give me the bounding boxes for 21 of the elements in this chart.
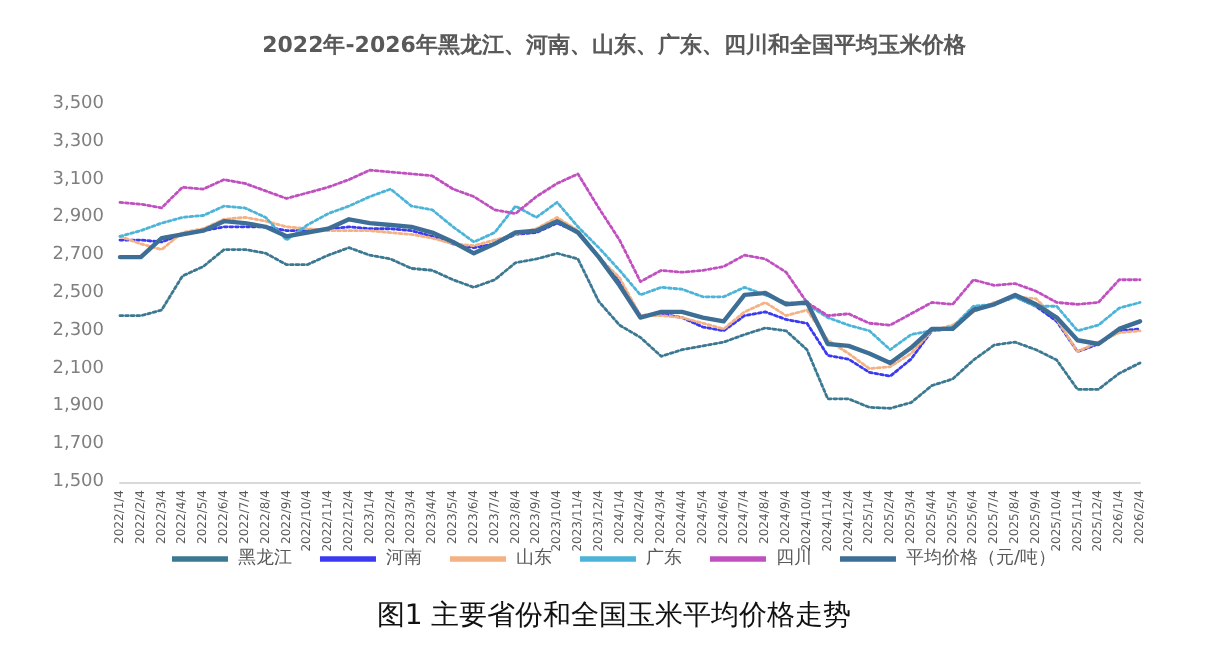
y-tick-label: 2,700 [52, 245, 105, 266]
chart-title: 2022年-2026年黑龙江、河南、山东、广东、四川和全国平均玉米价格 [262, 32, 968, 58]
legend-label: 黑龙江 [237, 547, 292, 569]
legend-label: 广东 [645, 547, 682, 569]
y-tick-label: 2,900 [52, 207, 105, 228]
y-tick-label: 3,500 [52, 94, 105, 114]
y-tick-label: 1,900 [52, 396, 105, 417]
legend-label: 平均价格（元/吨） [905, 547, 1057, 569]
y-tick-label: 3,100 [52, 169, 105, 190]
y-tick-label: 1,700 [52, 434, 105, 455]
line-series [118, 168, 1142, 327]
line-series [118, 246, 1142, 410]
y-tick-label: 2,500 [52, 283, 105, 303]
legend-label: 河南 [385, 547, 422, 569]
y-tick-label: 1,500 [52, 472, 105, 492]
caption: 图1 主要省份和全国玉米平均价格走势 [376, 600, 852, 632]
y-tick-label: 3,300 [52, 131, 105, 152]
y-tick-label: 2,300 [52, 320, 105, 341]
legend-label: 山东 [515, 547, 552, 569]
y-tick-label: 2,100 [52, 358, 105, 379]
line-series [118, 187, 1142, 352]
